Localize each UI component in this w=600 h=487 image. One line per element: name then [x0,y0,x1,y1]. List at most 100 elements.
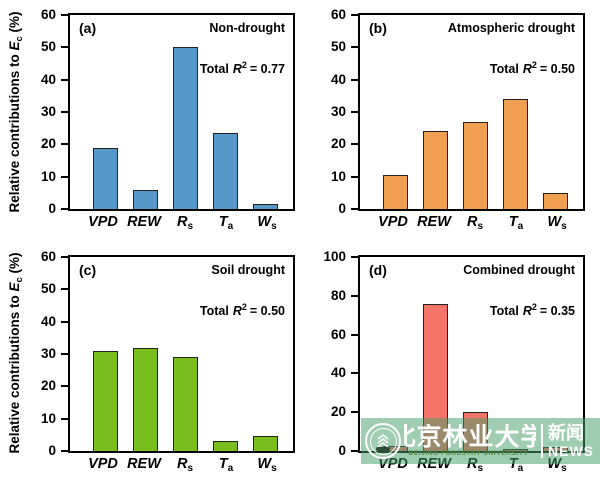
bar-slot-REW [125,15,165,209]
bar-slot-R_s [455,15,495,209]
y-tick-label-40: 40 [40,313,56,329]
bar-T_a [212,441,238,451]
y-tick-mark-40 [351,372,358,375]
x-axis-labels: VPD REW Rs Ta Ws [358,214,585,234]
y-tick-mark-60 [61,14,68,16]
r2-symbol: R [522,62,532,77]
y-tick-label-0: 0 [338,443,346,458]
university-name-block: 北京林业大学 BEIJING FORESTRY UNIVERSITY [401,424,536,458]
bar-R_s [172,47,198,209]
y-tick-mark-20 [61,143,68,146]
bars-container [70,15,293,209]
news-label-chinese: 新闻 [548,422,584,443]
news-watermark-band: 北京林业大学 BEIJING FORESTRY UNIVERSITY 新闻 NE… [361,418,600,464]
x-label-main: R [466,214,478,230]
x-label-main: R [466,456,478,472]
y-tick-mark-10 [351,175,358,178]
bar-T_a [502,99,528,209]
y-tick-label-60: 60 [330,326,346,342]
x-label-VPD: VPD [83,214,123,234]
y-tick-label-60: 60 [40,249,56,264]
y-axis-label-unit: (%) [7,11,22,37]
y-tick-label-0: 0 [338,201,346,216]
bar-slot-W_s [535,15,575,209]
r2-word: Total [489,304,519,319]
r-squared-annotation: Total R2 = 0.77 [200,60,285,76]
bar-VPD [92,350,118,451]
r2-value: = 0.50 [539,62,575,77]
panel-title-soil-drought: Soil drought [211,263,285,277]
r2-symbol: R [522,304,532,319]
x-label-subscript: s [561,463,567,474]
bar-slot-W_s [245,15,285,209]
y-axis-label-text: Relative contributions to [7,50,22,213]
x-label-subscript: a [227,463,234,474]
x-label-subscript: a [227,221,234,232]
x-label-Rs: Rs [455,214,495,234]
x-label-subscript: a [517,221,524,232]
university-name-english: BEIJING FORESTRY UNIVERSITY [408,450,529,457]
x-label-main: VPD [378,214,408,230]
r2-word: Total [489,62,519,77]
x-label-main: W [257,456,272,472]
x-label-REW: REW [124,456,164,476]
x-label-subscript: a [517,463,524,474]
y-tick-mark-20 [351,411,358,414]
x-axis-labels: VPD REW Rs Ta Ws [68,214,295,234]
bar-VPD [92,147,118,209]
x-label-Ta: Ta [496,456,536,476]
x-label-main: REW [127,214,161,230]
r2-word: Total [199,304,229,319]
y-tick-mark-40 [61,320,68,323]
bar-W_s [542,192,568,209]
x-label-Ws: Ws [537,214,577,234]
x-label-Ta: Ta [206,456,246,476]
y-tick-label-0: 0 [48,201,56,216]
y-tick-mark-0 [351,208,358,210]
bar-slot-R_s [165,15,205,209]
x-label-main: REW [417,214,451,230]
plot-area-soil-drought: (c) Soil drought Total R2 = 0.50 0 10 20 30 40… [41,249,295,458]
plot-area-non-drought: (a) Non-drought Total R2 = 0.77 0 10 20 30 40 5… [41,7,295,216]
university-seal-inner-ring [369,427,397,455]
r2-symbol: R [232,62,242,77]
y-axis-label-variable: E [7,41,22,51]
bar-slot-REW [415,15,455,209]
y-tick-mark-50 [351,46,358,49]
r2-value: = 0.50 [249,304,285,319]
y-tick-label-80: 80 [330,287,346,303]
r2-superscript: 2 [531,302,537,312]
y-tick-mark-60 [351,14,358,16]
bar-slot-VPD [85,15,125,209]
y-tick-label-20: 20 [40,136,56,152]
x-label-main: T [508,214,518,230]
x-label-main: W [547,214,562,230]
bar-slot-T_a [205,257,245,451]
news-label-block: 新闻 NEWS [548,422,594,459]
bar-slot-T_a [495,15,535,209]
x-label-REW: REW [124,214,164,234]
y-tick-label-50: 50 [40,281,56,297]
x-label-subscript: s [271,221,277,232]
bar-slot-VPD [375,15,415,209]
y-tick-mark-60 [61,256,68,258]
x-axis-labels: VPD REW Rs Ta Ws [358,456,585,476]
r2-superscript: 2 [241,302,247,312]
tree-chevrons-icon [377,433,389,448]
y-tick-label-40: 40 [330,71,346,87]
x-label-main: VPD [88,456,118,472]
bar-slot-VPD [85,257,125,451]
y-tick-label-30: 30 [40,104,56,119]
x-label-main: T [218,456,228,472]
x-label-main: R [176,456,188,472]
y-tick-label-10: 10 [40,168,56,184]
x-label-Rs: Rs [165,456,205,476]
y-tick-mark-30 [61,111,68,113]
y-tick-mark-30 [61,353,68,355]
panel-letter-c: (c) [79,262,97,278]
x-label-subscript: s [561,221,567,232]
panel-letter-a: (a) [79,20,97,36]
r-squared-annotation: Total R2 = 0.35 [490,302,575,318]
y-tick-mark-0 [61,450,68,452]
x-label-main: W [257,214,272,230]
